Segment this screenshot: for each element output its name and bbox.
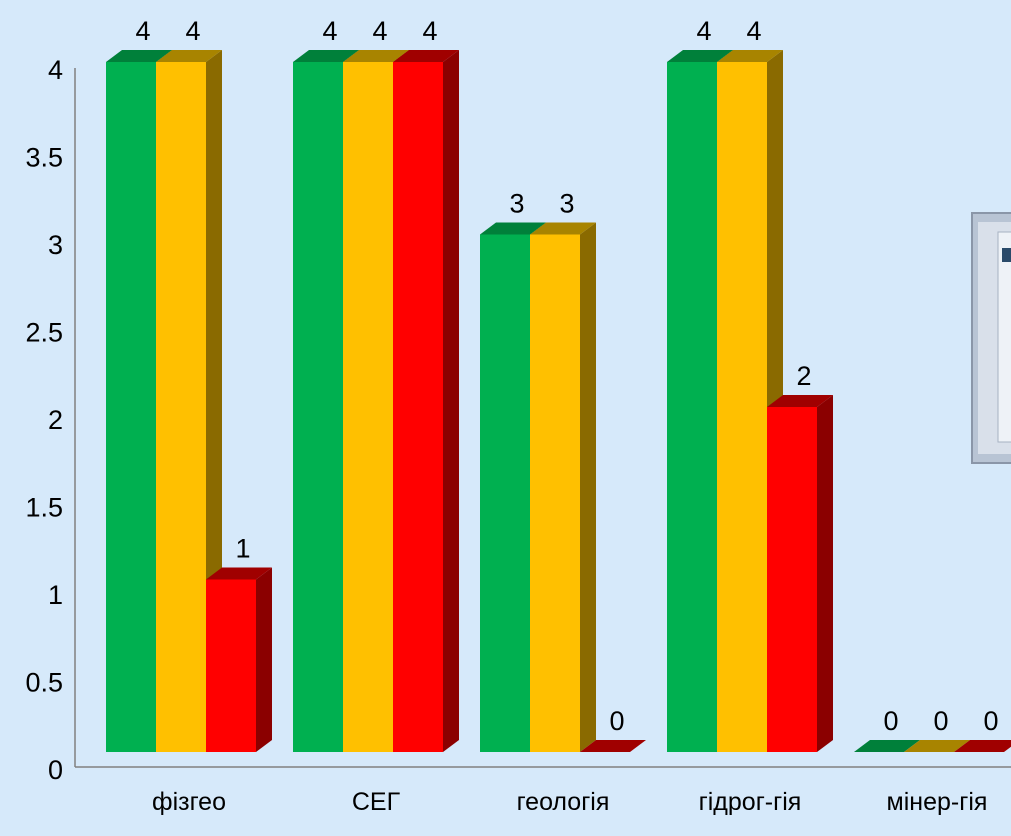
data-label: 4 <box>135 16 150 46</box>
bar-front <box>767 407 817 752</box>
picture-detail <box>1002 248 1011 262</box>
bar-side <box>817 395 833 752</box>
bar-front <box>667 62 717 752</box>
data-label: 4 <box>746 16 761 46</box>
bar-side <box>580 222 596 752</box>
bar <box>530 222 596 752</box>
picture-inner <box>997 231 1011 443</box>
bar <box>904 740 970 752</box>
data-label: 2 <box>796 361 811 391</box>
bar <box>580 740 646 752</box>
bar-top <box>580 740 646 752</box>
x-category-label: геологія <box>517 788 610 816</box>
data-label: 4 <box>185 16 200 46</box>
bar <box>206 567 272 752</box>
bar-side <box>443 50 459 752</box>
bar-top <box>717 50 783 62</box>
bar-top <box>667 50 733 62</box>
data-label: 1 <box>235 534 250 564</box>
y-tick-label: 0 <box>48 755 63 785</box>
bar-top <box>156 50 222 62</box>
bar-top <box>106 50 172 62</box>
bar-front <box>156 62 206 752</box>
bar-front <box>480 234 530 752</box>
x-category-label: гідрог-гія <box>699 788 802 816</box>
x-category-label: мінер-гія <box>887 788 988 816</box>
bar-front <box>106 62 156 752</box>
bar <box>854 740 920 752</box>
bar-front <box>343 62 393 752</box>
data-label: 4 <box>422 16 437 46</box>
y-tick-label: 2.5 <box>25 318 63 348</box>
x-category-label: фізгео <box>152 788 226 816</box>
bar-front <box>293 62 343 752</box>
data-label: 3 <box>509 189 524 219</box>
bar-top <box>343 50 409 62</box>
y-tick-label: 4 <box>48 55 63 85</box>
bar-top <box>206 567 272 580</box>
data-label: 3 <box>559 189 574 219</box>
bar-top <box>854 740 920 752</box>
data-label: 0 <box>883 706 898 736</box>
data-label: 0 <box>933 706 948 736</box>
bar-front <box>717 62 767 752</box>
framed-picture-icon <box>971 212 1011 464</box>
y-tick-label: 2 <box>48 405 63 435</box>
y-tick-label: 3.5 <box>25 143 63 173</box>
bar-top <box>954 740 1011 752</box>
bar-top <box>393 50 459 62</box>
bar <box>954 740 1011 752</box>
bar-top <box>767 395 833 407</box>
data-label: 4 <box>696 16 711 46</box>
data-label: 0 <box>609 706 624 736</box>
y-tick-label: 0.5 <box>25 668 63 698</box>
bar <box>767 395 833 752</box>
bar-front <box>530 234 580 752</box>
bar-front <box>393 62 443 752</box>
data-label: 4 <box>322 16 337 46</box>
bar-side <box>256 567 272 752</box>
y-tick-label: 1 <box>48 580 63 610</box>
bar <box>393 50 459 752</box>
bar-top <box>904 740 970 752</box>
data-label: 4 <box>372 16 387 46</box>
y-tick-label: 3 <box>48 230 63 260</box>
x-category-label: СЕГ <box>352 788 401 816</box>
data-label: 0 <box>983 706 998 736</box>
bar-top <box>530 222 596 235</box>
bar-front <box>206 579 256 752</box>
bar-top <box>293 50 359 62</box>
bar-top <box>480 222 546 235</box>
y-tick-label: 1.5 <box>25 493 63 523</box>
